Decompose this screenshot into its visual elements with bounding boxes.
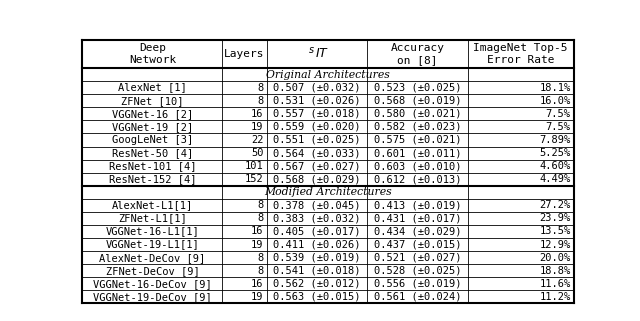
Text: 0.378 (±0.045): 0.378 (±0.045)	[273, 200, 361, 210]
Text: 0.411 (±0.026): 0.411 (±0.026)	[273, 239, 361, 249]
Text: ZFNet-L1[1]: ZFNet-L1[1]	[118, 213, 187, 223]
Text: $IT$: $IT$	[316, 48, 330, 60]
Text: ImageNet Top-5
Error Rate: ImageNet Top-5 Error Rate	[474, 43, 568, 65]
Text: 0.437 (±0.015): 0.437 (±0.015)	[374, 239, 461, 249]
Text: 0.563 (±0.015): 0.563 (±0.015)	[273, 292, 361, 302]
Text: 18.1%: 18.1%	[540, 82, 570, 92]
Text: AlexNet [1]: AlexNet [1]	[118, 82, 187, 92]
Text: Modified Architectures: Modified Architectures	[264, 187, 392, 197]
Text: 0.507 (±0.032): 0.507 (±0.032)	[273, 82, 361, 92]
Text: 0.601 (±0.011): 0.601 (±0.011)	[374, 148, 461, 158]
Text: ResNet-101 [4]: ResNet-101 [4]	[109, 161, 196, 171]
Text: 18.8%: 18.8%	[540, 266, 570, 276]
Text: 27.2%: 27.2%	[540, 200, 570, 210]
Text: AlexNet-L1[1]: AlexNet-L1[1]	[112, 200, 193, 210]
Text: 16: 16	[251, 279, 264, 289]
Text: 0.562 (±0.012): 0.562 (±0.012)	[273, 279, 361, 289]
Text: 0.564 (±0.033): 0.564 (±0.033)	[273, 148, 361, 158]
Text: 16: 16	[251, 226, 264, 237]
Text: 19: 19	[251, 239, 264, 249]
Text: 7.89%: 7.89%	[540, 135, 570, 145]
Text: 0.531 (±0.026): 0.531 (±0.026)	[273, 96, 361, 106]
Text: 152: 152	[245, 174, 264, 184]
Text: 0.551 (±0.025): 0.551 (±0.025)	[273, 135, 361, 145]
Text: 8: 8	[257, 200, 264, 210]
Text: 8: 8	[257, 266, 264, 276]
Text: Accuracy
on [8]: Accuracy on [8]	[390, 43, 445, 65]
Text: 101: 101	[245, 161, 264, 171]
Text: 11.2%: 11.2%	[540, 292, 570, 302]
Text: 0.556 (±0.019): 0.556 (±0.019)	[374, 279, 461, 289]
Text: 16.0%: 16.0%	[540, 96, 570, 106]
Text: 11.6%: 11.6%	[540, 279, 570, 289]
Text: AlexNet-DeCov [9]: AlexNet-DeCov [9]	[99, 253, 205, 263]
Text: 0.523 (±0.025): 0.523 (±0.025)	[374, 82, 461, 92]
Text: VGGNet-19-DeCov [9]: VGGNet-19-DeCov [9]	[93, 292, 212, 302]
Text: 0.521 (±0.027): 0.521 (±0.027)	[374, 253, 461, 263]
Text: 0.603 (±0.010): 0.603 (±0.010)	[374, 161, 461, 171]
Text: 0.539 (±0.019): 0.539 (±0.019)	[273, 253, 361, 263]
Text: 16: 16	[251, 109, 264, 119]
Text: 8: 8	[257, 253, 264, 263]
Text: 8: 8	[257, 82, 264, 92]
Text: 7.5%: 7.5%	[545, 109, 570, 119]
Text: 0.575 (±0.021): 0.575 (±0.021)	[374, 135, 461, 145]
Text: 0.612 (±0.013): 0.612 (±0.013)	[374, 174, 461, 184]
Text: 12.9%: 12.9%	[540, 239, 570, 249]
Text: 5.25%: 5.25%	[540, 148, 570, 158]
Text: 0.568 (±0.029): 0.568 (±0.029)	[273, 174, 361, 184]
Text: ZFNet-DeCov [9]: ZFNet-DeCov [9]	[106, 266, 199, 276]
Text: 0.559 (±0.020): 0.559 (±0.020)	[273, 122, 361, 132]
Text: 8: 8	[257, 96, 264, 106]
Text: VGGNet-16-L1[1]: VGGNet-16-L1[1]	[106, 226, 199, 237]
Text: 50: 50	[251, 148, 264, 158]
Text: 0.582 (±0.023): 0.582 (±0.023)	[374, 122, 461, 132]
Text: ResNet-50 [4]: ResNet-50 [4]	[112, 148, 193, 158]
Text: 7.5%: 7.5%	[545, 122, 570, 132]
Text: 4.60%: 4.60%	[540, 161, 570, 171]
Text: 0.567 (±0.027): 0.567 (±0.027)	[273, 161, 361, 171]
Text: Deep
Network: Deep Network	[129, 43, 176, 65]
Text: 0.568 (±0.019): 0.568 (±0.019)	[374, 96, 461, 106]
Text: 22: 22	[251, 135, 264, 145]
Text: 0.528 (±0.025): 0.528 (±0.025)	[374, 266, 461, 276]
Text: 19: 19	[251, 122, 264, 132]
Text: 0.580 (±0.021): 0.580 (±0.021)	[374, 109, 461, 119]
Text: 0.383 (±0.032): 0.383 (±0.032)	[273, 213, 361, 223]
Text: VGGNet-16 [2]: VGGNet-16 [2]	[112, 109, 193, 119]
Text: Original Architectures: Original Architectures	[266, 70, 390, 80]
Text: 0.405 (±0.017): 0.405 (±0.017)	[273, 226, 361, 237]
Text: GoogLeNet [3]: GoogLeNet [3]	[112, 135, 193, 145]
Text: 4.49%: 4.49%	[540, 174, 570, 184]
Text: ResNet-152 [4]: ResNet-152 [4]	[109, 174, 196, 184]
Text: 0.561 (±0.024): 0.561 (±0.024)	[374, 292, 461, 302]
Text: VGGNet-19-L1[1]: VGGNet-19-L1[1]	[106, 239, 199, 249]
Text: ZFNet [10]: ZFNet [10]	[121, 96, 184, 106]
Text: 0.431 (±0.017): 0.431 (±0.017)	[374, 213, 461, 223]
Text: 0.434 (±0.029): 0.434 (±0.029)	[374, 226, 461, 237]
Text: 23.9%: 23.9%	[540, 213, 570, 223]
Text: $s$: $s$	[308, 45, 314, 55]
Text: Layers: Layers	[224, 49, 265, 59]
Text: 8: 8	[257, 213, 264, 223]
Text: 0.541 (±0.018): 0.541 (±0.018)	[273, 266, 361, 276]
Text: VGGNet-19 [2]: VGGNet-19 [2]	[112, 122, 193, 132]
Text: 0.557 (±0.018): 0.557 (±0.018)	[273, 109, 361, 119]
Text: VGGNet-16-DeCov [9]: VGGNet-16-DeCov [9]	[93, 279, 212, 289]
Text: 19: 19	[251, 292, 264, 302]
Text: 0.413 (±0.019): 0.413 (±0.019)	[374, 200, 461, 210]
Text: 20.0%: 20.0%	[540, 253, 570, 263]
Text: 13.5%: 13.5%	[540, 226, 570, 237]
